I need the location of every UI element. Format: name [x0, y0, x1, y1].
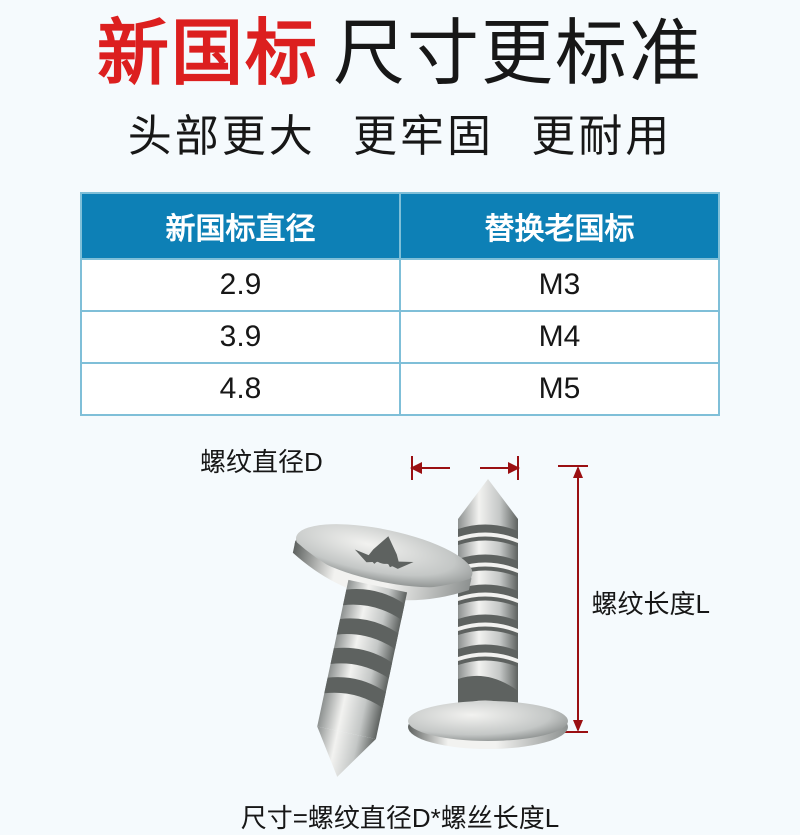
spec-table: 新国标直径 替换老国标 2.9 M3 3.9 M4 4.8 M5: [80, 192, 720, 416]
screw-diagram: 螺纹直径D 螺纹长度L: [80, 434, 720, 794]
diagram-caption: 尺寸=螺纹直径D*螺丝长度L: [0, 798, 800, 835]
cell: M3: [400, 259, 719, 311]
headline: 新国标尺寸更标准: [0, 0, 800, 90]
cell: 3.9: [81, 311, 400, 363]
col-header-new: 新国标直径: [81, 193, 400, 259]
headline-red: 新国标: [97, 14, 319, 94]
cell: 4.8: [81, 363, 400, 415]
subheadline: 头部更大 更牢固 更耐用: [0, 100, 800, 164]
label-thread-length: 螺纹长度L: [592, 584, 710, 621]
headline-black: 尺寸更标准: [333, 14, 703, 94]
table-row: 4.8 M5: [81, 363, 719, 415]
cell: M4: [400, 311, 719, 363]
cell: M5: [400, 363, 719, 415]
col-header-old: 替换老国标: [400, 193, 719, 259]
table-row: 3.9 M4: [81, 311, 719, 363]
screws-icon: [258, 469, 578, 789]
cell: 2.9: [81, 259, 400, 311]
spec-table-wrap: 新国标直径 替换老国标 2.9 M3 3.9 M4 4.8 M5: [80, 192, 720, 416]
table-row: 2.9 M3: [81, 259, 719, 311]
